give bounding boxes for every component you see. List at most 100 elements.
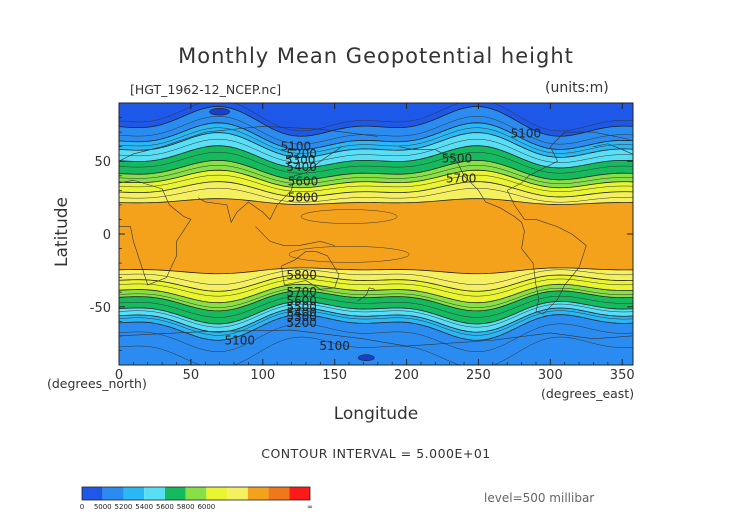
colorbar-swatch bbox=[123, 487, 145, 500]
x-tick-label: 300 bbox=[538, 368, 563, 383]
color-band bbox=[119, 284, 633, 311]
colorbar-frame bbox=[81, 486, 311, 501]
contour-line bbox=[119, 127, 633, 154]
contour-line bbox=[119, 307, 633, 333]
color-band bbox=[119, 181, 633, 205]
x-tick-label: 250 bbox=[466, 368, 491, 383]
contour-line bbox=[119, 106, 633, 137]
contour-line bbox=[119, 122, 633, 150]
colorbar-label: ∞ bbox=[307, 503, 313, 511]
contour-label: 5500 bbox=[442, 151, 473, 165]
y-tick-label: 50 bbox=[94, 155, 111, 170]
contour-line bbox=[119, 181, 633, 198]
colorbar-swatch bbox=[102, 487, 124, 500]
colorbar-swatch bbox=[82, 487, 103, 500]
contour-line bbox=[300, 209, 398, 224]
colorbar-label: 0 bbox=[80, 503, 84, 511]
color-band bbox=[119, 170, 633, 197]
contour-line bbox=[119, 287, 633, 308]
low-pressure-center bbox=[209, 107, 230, 116]
contour-label: 5100 bbox=[511, 127, 542, 141]
coastline bbox=[119, 329, 633, 347]
coastline bbox=[399, 131, 630, 315]
coastline bbox=[281, 251, 340, 290]
colorbar-swatch bbox=[247, 487, 269, 500]
contour-line bbox=[119, 314, 633, 341]
contour-line bbox=[119, 138, 633, 163]
colorbar-label: 6000 bbox=[197, 503, 215, 511]
x-tick-label: 100 bbox=[250, 368, 275, 383]
contour-line bbox=[119, 290, 633, 312]
color-band bbox=[119, 301, 633, 333]
contour-line bbox=[119, 269, 633, 285]
contour-line bbox=[119, 174, 633, 192]
coastline bbox=[255, 226, 335, 246]
colorbar-swatch bbox=[289, 487, 310, 500]
contour-label: 5300 bbox=[285, 153, 316, 167]
x-axis-label: Longitude bbox=[333, 404, 419, 424]
contour-line bbox=[119, 198, 633, 205]
colorbar-label: 5800 bbox=[177, 503, 195, 511]
contour-label: 5200 bbox=[286, 316, 317, 330]
contour-line bbox=[119, 151, 633, 174]
coastline bbox=[593, 143, 633, 155]
x-tick-label: 50 bbox=[183, 368, 200, 383]
x-tick-label: 350 bbox=[610, 368, 635, 383]
contour-line bbox=[119, 267, 633, 275]
contour-line bbox=[119, 165, 633, 185]
contour-label: 5300 bbox=[286, 310, 317, 324]
color-band bbox=[119, 314, 633, 365]
contour-label: 5600 bbox=[288, 175, 319, 189]
contour-line bbox=[119, 145, 633, 169]
low-pressure-center bbox=[357, 354, 375, 362]
colorbar-swatch bbox=[144, 487, 165, 500]
plot-area bbox=[119, 103, 633, 365]
contour-line bbox=[119, 310, 633, 336]
color-band bbox=[119, 122, 633, 158]
y-unit-note: (degrees_north) bbox=[47, 376, 147, 391]
colorbar-swatch bbox=[164, 487, 186, 500]
colorbar-swatch bbox=[206, 487, 228, 500]
color-band bbox=[119, 160, 633, 188]
contour-line bbox=[119, 295, 633, 318]
colorbar-label: 5400 bbox=[135, 503, 153, 511]
color-band bbox=[119, 275, 633, 303]
contour-line bbox=[119, 323, 633, 352]
color-band bbox=[119, 145, 633, 180]
chart-title: Monthly Mean Geopotential height bbox=[178, 44, 574, 68]
units-label: (units:m) bbox=[545, 80, 609, 96]
coastline bbox=[119, 125, 378, 162]
x-tick-label: 200 bbox=[394, 368, 419, 383]
x-tick-label: 150 bbox=[322, 368, 347, 383]
contour-line bbox=[119, 300, 633, 325]
colorbar-label: 5000 bbox=[94, 503, 112, 511]
colorbar-swatch bbox=[185, 487, 207, 500]
contour-label: 5800 bbox=[286, 268, 317, 282]
coastline bbox=[197, 146, 343, 224]
contour-label: 5700 bbox=[286, 285, 317, 299]
contour-line bbox=[119, 103, 633, 132]
contour-line bbox=[119, 274, 633, 292]
contour-label: 5800 bbox=[288, 191, 319, 205]
contour-line bbox=[119, 278, 633, 297]
contour-line bbox=[119, 160, 633, 181]
contour-interval: CONTOUR INTERVAL = 5.000E+01 bbox=[261, 446, 491, 461]
coastline bbox=[357, 287, 375, 302]
color-band bbox=[119, 307, 633, 341]
contour-label: 5100 bbox=[281, 140, 312, 154]
y-tick-label: 0 bbox=[103, 228, 111, 243]
contour-line bbox=[119, 283, 633, 304]
colorbar-label: 5200 bbox=[115, 503, 133, 511]
contour-label: 5400 bbox=[286, 306, 317, 320]
file-label: [HGT_1962-12_NCEP.nc] bbox=[130, 82, 282, 97]
contour-line bbox=[119, 169, 633, 189]
coastline bbox=[119, 179, 192, 286]
contour-label: 5200 bbox=[286, 147, 317, 161]
contour-line bbox=[119, 336, 633, 365]
colorbar-swatch bbox=[268, 487, 290, 500]
colorbar-swatch bbox=[227, 487, 248, 500]
x-tick-label: 0 bbox=[115, 368, 123, 383]
contour-line bbox=[288, 246, 410, 263]
color-band bbox=[119, 198, 633, 274]
